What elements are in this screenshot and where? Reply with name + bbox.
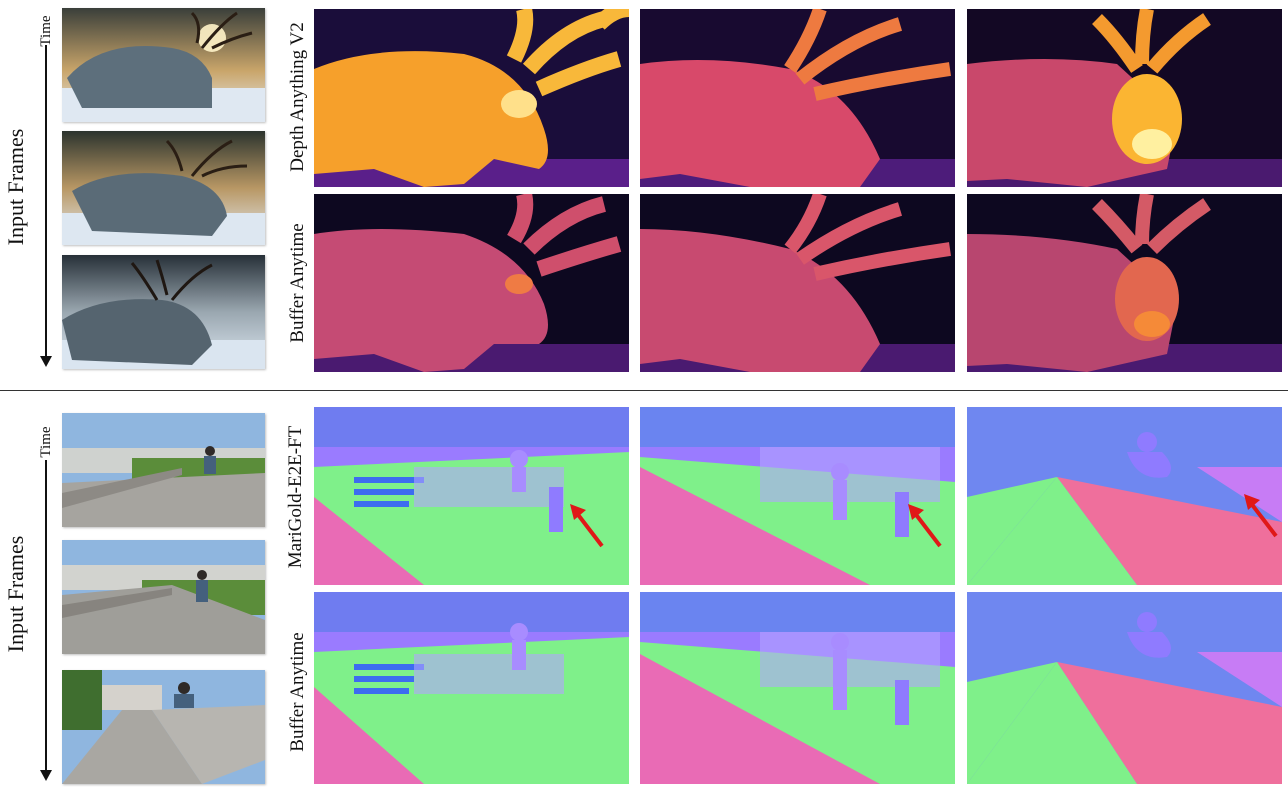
top-input-frame-2 [62,131,265,245]
normal-panel-r2-c2 [640,592,955,784]
top-input-frames-label: Input Frames [3,128,28,246]
normal-panel-r1-c2 [640,407,955,585]
depth-panel-r1-c2 [640,9,955,187]
red-arrow-icon-2 [908,504,942,548]
top-row-label-buffer-anytime: Buffer Anytime [287,223,308,343]
normal-panel-r1-c3 [967,407,1282,585]
top-input-frame-1 [62,8,265,122]
top-input-frame-3 [62,255,265,369]
bottom-time-label: Time [38,426,54,458]
bottom-input-frames-label: Input Frames [3,535,28,653]
depth-panel-r2-c3 [967,194,1282,372]
bottom-row-label-marigold: MariGold-E2E-FT [285,425,306,569]
top-time-label: Time [38,15,54,47]
red-arrow-icon-3 [1244,494,1278,538]
depth-panel-r2-c2 [640,194,955,372]
bottom-input-frame-3 [62,670,265,784]
depth-panel-r1-c3 [967,9,1282,187]
normal-panel-r1-c1 [314,407,629,585]
bottom-input-frame-2 [62,540,265,654]
depth-panel-r2-c1 [314,194,629,372]
normal-panel-r2-c1 [314,592,629,784]
depth-panel-r1-c1 [314,9,629,187]
bottom-row-label-buffer-anytime: Buffer Anytime [287,632,308,752]
top-row-label-depth-anything: Depth Anything V2 [287,22,308,172]
bottom-input-frame-1 [62,413,265,527]
red-arrow-icon-1 [570,504,604,548]
normal-panel-r2-c3 [967,592,1282,784]
section-divider [0,390,1288,391]
